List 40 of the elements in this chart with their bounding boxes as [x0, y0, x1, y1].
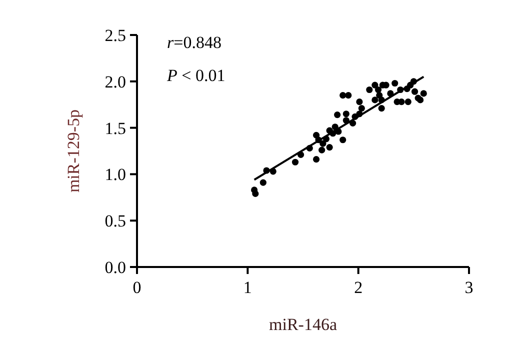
- y-tick-label: 1.0: [104, 165, 126, 184]
- y-tick-label: 1.5: [104, 118, 126, 138]
- point: [398, 98, 405, 106]
- point: [340, 136, 346, 144]
- point: [312, 156, 320, 163]
- y-tick-label: 0.5: [104, 212, 126, 231]
- point: [340, 92, 346, 99]
- y-tick-label: 2.0: [104, 72, 126, 92]
- annotation: r=0.848: [167, 33, 222, 52]
- annotation: P < 0.01: [166, 66, 226, 85]
- point: [366, 86, 373, 94]
- point: [404, 98, 412, 106]
- point: [378, 105, 385, 112]
- point: [252, 190, 259, 197]
- point: [372, 96, 378, 104]
- point: [411, 88, 418, 95]
- x-tick-label: 3: [464, 278, 474, 297]
- x-tick-label: 2: [354, 278, 363, 297]
- point: [356, 98, 363, 106]
- x-tick-label: 0: [132, 278, 142, 297]
- point: [376, 92, 383, 99]
- y-tick-label: 0.0: [104, 258, 126, 277]
- point: [326, 144, 333, 151]
- point: [345, 92, 352, 99]
- point: [342, 110, 350, 118]
- point: [374, 86, 382, 94]
- x-tick-label: 1: [243, 278, 252, 297]
- point: [320, 140, 326, 147]
- point: [334, 112, 341, 118]
- x-axis-title: miR-146a: [269, 315, 338, 334]
- point: [318, 146, 326, 154]
- point: [392, 80, 398, 87]
- point: [372, 82, 378, 88]
- y-tick-label: 2.5: [104, 26, 126, 45]
- y-axis-title: miR-129-5p: [64, 109, 83, 193]
- point: [260, 179, 266, 186]
- point: [358, 105, 365, 112]
- point: [417, 96, 424, 104]
- point: [292, 158, 299, 166]
- point: [420, 90, 427, 97]
